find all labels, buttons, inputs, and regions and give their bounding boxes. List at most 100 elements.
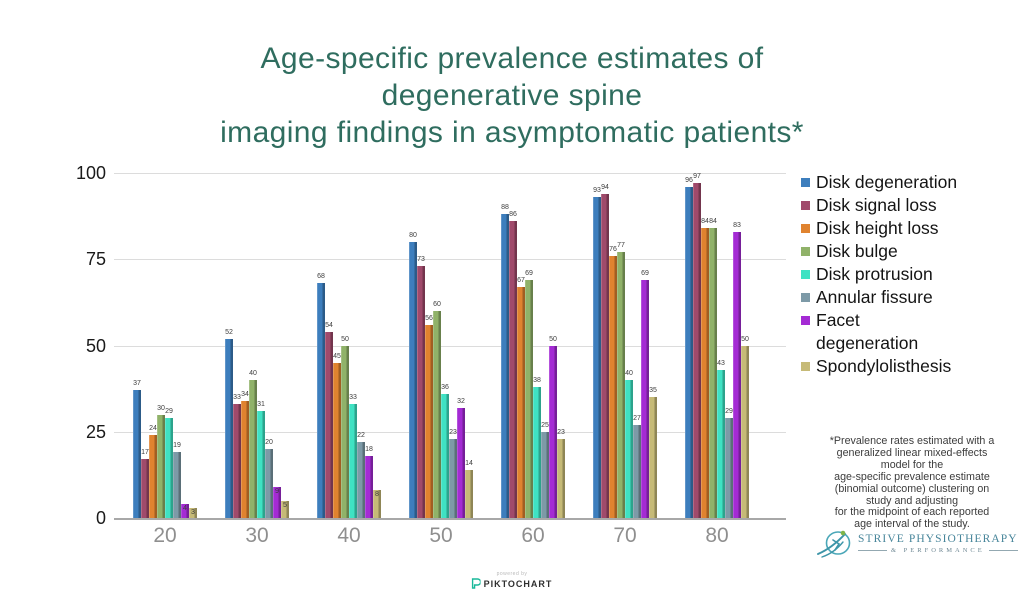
bar-disk-degeneration xyxy=(501,214,509,518)
bar-facet-degeneration xyxy=(181,504,189,518)
bar-disk-degeneration xyxy=(685,186,693,518)
bar-facet-degeneration xyxy=(549,345,557,518)
bar-value-label: 86 xyxy=(509,211,517,219)
bar-disk-height-loss xyxy=(149,435,157,518)
bar-value-label: 45 xyxy=(333,352,341,360)
bar-value-label: 84 xyxy=(709,218,717,226)
legend-item-annular-fissure: Annular fissure xyxy=(801,286,1016,309)
bar-value-label: 76 xyxy=(609,245,617,253)
bar-value-label: 84 xyxy=(701,218,709,226)
bar-value-label: 33 xyxy=(233,394,241,402)
bar-disk-height-loss xyxy=(241,400,249,518)
bar-value-label: 60 xyxy=(433,301,441,308)
legend-item-disk-protrusion: Disk protrusion xyxy=(801,263,1016,286)
bar-disk-degeneration xyxy=(317,283,325,518)
bar-annular-fissure xyxy=(541,431,549,518)
bar-value-label: 40 xyxy=(625,370,633,377)
bar-value-label: 23 xyxy=(557,428,565,436)
bar-value-label: 36 xyxy=(441,383,449,391)
legend-swatch xyxy=(801,247,810,256)
strive-logo-subtitle: & PERFORMANCE xyxy=(890,546,985,554)
legend-item-facet-degeneration: Facet degeneration xyxy=(801,309,1016,355)
bar-value-label: 54 xyxy=(325,321,333,329)
gridline xyxy=(114,345,786,347)
bar-disk-protrusion xyxy=(441,393,449,518)
legend-label: Disk degeneration xyxy=(816,172,958,192)
logo-rule-right xyxy=(988,549,1018,551)
bar-facet-degeneration xyxy=(733,231,741,518)
y-axis-tick-label: 75 xyxy=(85,249,106,270)
x-axis-line xyxy=(114,518,786,520)
bar-value-label: 37 xyxy=(133,380,141,388)
bar-value-label: 25 xyxy=(541,421,549,429)
legend-label: Disk bulge xyxy=(816,241,898,261)
bar-disk-signal-loss xyxy=(141,459,149,518)
x-axis-label: 40 xyxy=(337,524,361,547)
chart-title: Age-specific prevalence estimates of deg… xyxy=(220,42,804,149)
legend-item-disk-degeneration: Disk degeneration xyxy=(801,171,1016,194)
bar-value-label: 52 xyxy=(225,328,233,336)
piktochart-brand-label: PIKTOCHART xyxy=(483,578,553,589)
bar-annular-fissure xyxy=(357,442,365,518)
strive-logo-text: STRIVE PHYSIOTHERAPY & PERFORMANCE xyxy=(858,533,1018,554)
bar-disk-protrusion xyxy=(165,417,173,518)
bar-disk-degeneration xyxy=(225,338,233,518)
bar-disk-protrusion xyxy=(349,404,357,518)
bar-annular-fissure xyxy=(265,449,273,518)
bar-disk-degeneration xyxy=(409,242,417,518)
bar-disk-bulge xyxy=(617,252,625,518)
bar-value-label: 33 xyxy=(349,394,357,402)
bar-value-label: 43 xyxy=(717,359,725,367)
bar-value-label: 14 xyxy=(465,459,473,467)
bar-disk-protrusion xyxy=(257,411,265,518)
bar-disk-signal-loss xyxy=(325,331,333,518)
y-axis-tick-label: 50 xyxy=(85,335,106,356)
bar-spondylolisthesis xyxy=(557,438,565,518)
legend-label: Annular fissure xyxy=(816,287,933,307)
bar-value-label: 29 xyxy=(725,407,733,415)
bar-disk-signal-loss xyxy=(233,404,241,518)
bar-value-label: 31 xyxy=(257,401,265,409)
bar-value-label: 5 xyxy=(283,501,287,509)
bar-disk-height-loss xyxy=(333,362,341,518)
bar-value-label: 30 xyxy=(157,404,165,412)
legend-item-disk-height-loss: Disk height loss xyxy=(801,217,1016,240)
strive-logo: STRIVE PHYSIOTHERAPY & PERFORMANCE xyxy=(816,526,1024,560)
x-axis-label: 60 xyxy=(521,524,545,547)
legend-label: Facet degeneration xyxy=(816,310,919,353)
bar-value-label: 19 xyxy=(173,442,181,450)
bar-value-label: 24 xyxy=(149,425,157,433)
bar-value-label: 38 xyxy=(533,376,541,384)
bar-value-label: 3 xyxy=(191,508,195,516)
bar-value-label: 32 xyxy=(457,397,465,405)
x-axis-label: 20 xyxy=(153,524,177,547)
bar-disk-protrusion xyxy=(533,386,541,518)
piktochart-watermark: powered by PIKTOCHART xyxy=(471,571,553,589)
legend-swatch xyxy=(801,201,810,210)
bar-annular-fissure xyxy=(633,424,641,518)
bar-disk-signal-loss xyxy=(417,266,425,518)
logo-rule-left xyxy=(858,549,887,551)
bar-disk-signal-loss xyxy=(693,183,701,518)
bar-value-label: 80 xyxy=(409,232,417,239)
legend-label: Disk height loss xyxy=(816,218,939,238)
strive-logo-name: STRIVE PHYSIOTHERAPY xyxy=(858,532,1018,545)
bar-annular-fissure xyxy=(449,438,457,518)
bar-disk-height-loss xyxy=(517,286,525,518)
legend-swatch xyxy=(801,293,810,302)
bar-disk-bulge xyxy=(157,414,165,518)
bar-facet-degeneration xyxy=(365,455,373,518)
x-axis-label: 30 xyxy=(245,524,269,547)
bar-value-label: 23 xyxy=(449,428,457,436)
bar-disk-bulge xyxy=(709,228,717,518)
bar-value-label: 40 xyxy=(249,370,257,377)
bar-value-label: 20 xyxy=(265,439,273,446)
bar-spondylolisthesis xyxy=(373,490,381,518)
bar-disk-protrusion xyxy=(717,369,725,518)
bar-disk-height-loss xyxy=(609,255,617,518)
legend-item-disk-bulge: Disk bulge xyxy=(801,240,1016,263)
bar-value-label: 18 xyxy=(365,445,373,453)
bar-value-label: 97 xyxy=(693,173,701,181)
bar-facet-degeneration xyxy=(273,486,281,518)
